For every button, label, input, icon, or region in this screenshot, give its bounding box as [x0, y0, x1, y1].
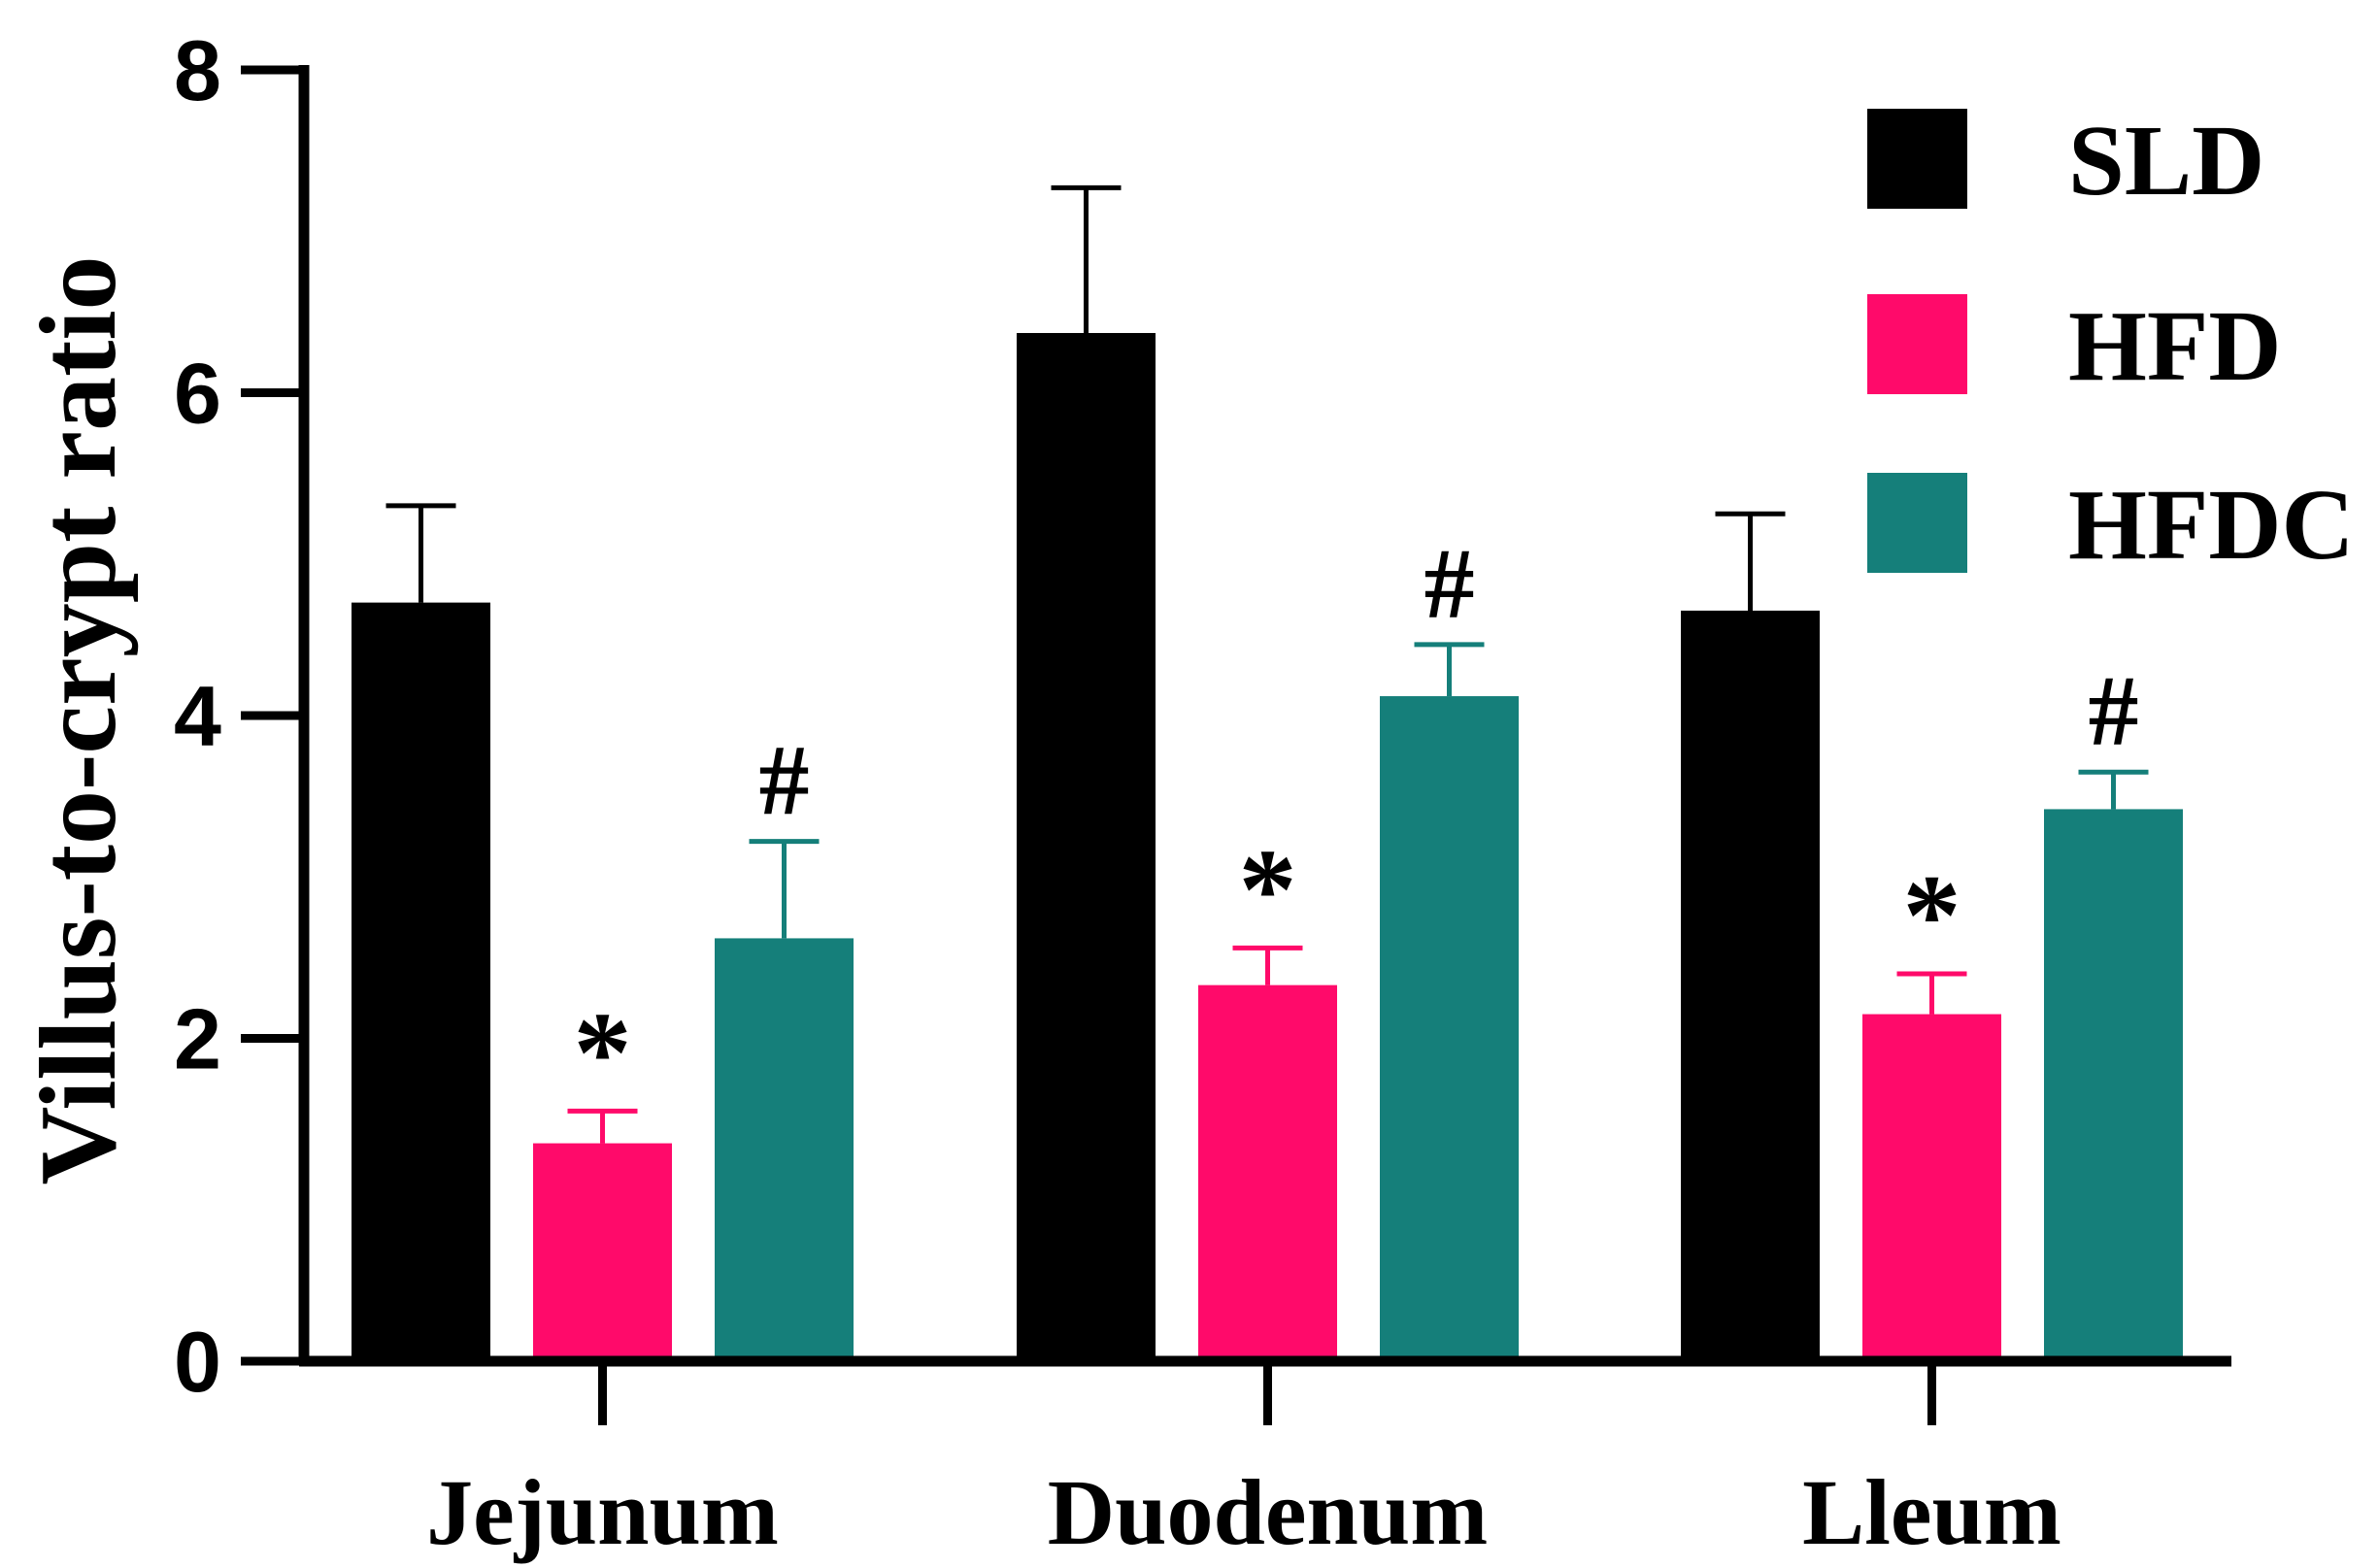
legend-label-hfd: HFD	[2068, 290, 2282, 402]
y-tick-label: 4	[174, 668, 221, 764]
legend-swatch-sld	[1867, 109, 1967, 209]
x-tick-label: Jejunum	[426, 1460, 779, 1564]
y-axis-label: Villus-to-crypt ratio	[18, 256, 139, 1185]
y-ticks: 0 2 4 6 8	[174, 22, 304, 1410]
bar-jejunum-hfdc	[715, 938, 854, 1361]
bar-duodenum-hfdc	[1380, 696, 1519, 1361]
legend-swatch-hfdc	[1867, 473, 1967, 573]
legend-label-hfdc: HFDC	[2068, 469, 2355, 581]
x-tick-label: Lleum	[1802, 1460, 2061, 1564]
significance-marker: *	[1239, 824, 1297, 953]
significance-marker: #	[2089, 655, 2139, 767]
bar-lleum-sld	[1681, 610, 1820, 1361]
y-tick-label: 8	[174, 22, 221, 118]
legend-label-sld: SLD	[2068, 105, 2264, 217]
annotations: * # * # * #	[574, 528, 2139, 1117]
y-tick-label: 6	[174, 346, 221, 442]
significance-marker: *	[574, 987, 632, 1117]
x-tick-label: Duodenum	[1048, 1460, 1488, 1564]
bar-duodenum-hfd	[1198, 984, 1337, 1361]
x-ticks: Jejunum Duodenum Lleum	[426, 1361, 2061, 1564]
y-tick-label: 0	[174, 1314, 221, 1410]
legend-swatch-hfd	[1867, 294, 1967, 394]
bars	[352, 332, 2183, 1361]
bar-jejunum-hfd	[533, 1143, 672, 1361]
bar-lleum-hfd	[1862, 1014, 2001, 1361]
legend: SLD HFD HFDC	[1867, 105, 2355, 581]
bar-duodenum-sld	[1017, 332, 1156, 1361]
error-bars	[385, 184, 2149, 1144]
significance-marker: *	[1903, 851, 1961, 980]
bar-jejunum-sld	[352, 602, 490, 1361]
y-tick-label: 2	[174, 991, 221, 1087]
bar-lleum-hfdc	[2044, 809, 2183, 1361]
significance-marker: #	[759, 725, 810, 837]
significance-marker: #	[1424, 528, 1475, 640]
